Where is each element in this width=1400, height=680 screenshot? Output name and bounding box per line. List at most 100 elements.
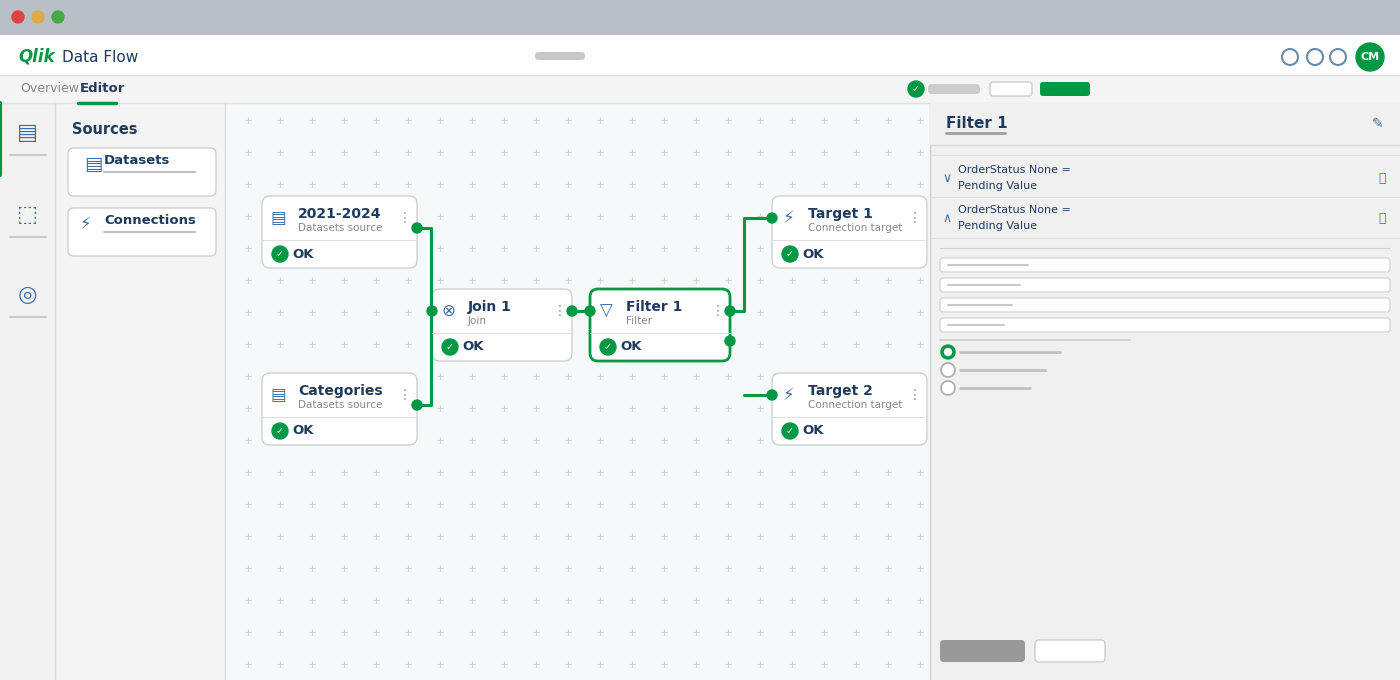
Text: ▤: ▤ (17, 123, 38, 143)
FancyBboxPatch shape (928, 84, 980, 94)
Bar (0, 0, 1400, 35)
Circle shape (783, 423, 798, 439)
Bar (930, 103, 1400, 680)
Circle shape (725, 336, 735, 346)
Circle shape (945, 348, 952, 356)
Text: Datasets source: Datasets source (298, 223, 382, 233)
Circle shape (412, 223, 421, 233)
FancyBboxPatch shape (535, 52, 585, 60)
Text: ▤: ▤ (270, 209, 286, 227)
Text: ⋮: ⋮ (909, 211, 923, 225)
Text: ✓: ✓ (911, 84, 920, 94)
Text: OrderStatus None =: OrderStatus None = (958, 165, 1071, 175)
Text: Qlik: Qlik (18, 48, 55, 66)
Text: Filter 1: Filter 1 (626, 300, 682, 314)
Circle shape (601, 339, 616, 355)
Text: OK: OK (620, 341, 641, 354)
Text: ⚡: ⚡ (80, 215, 91, 233)
Text: Connection target: Connection target (808, 400, 903, 410)
Bar (0, 35, 1400, 75)
Bar (0, 75, 1400, 103)
FancyBboxPatch shape (939, 258, 1390, 272)
Text: Target 1: Target 1 (808, 207, 872, 221)
Text: Join 1: Join 1 (468, 300, 512, 314)
Text: Join: Join (468, 316, 487, 326)
Text: Connection target: Connection target (808, 223, 903, 233)
FancyBboxPatch shape (939, 640, 1025, 662)
Text: ▤: ▤ (270, 386, 286, 404)
Text: ∧: ∧ (942, 211, 951, 224)
Circle shape (767, 390, 777, 400)
Bar (225, 103, 930, 680)
Circle shape (567, 306, 577, 316)
Text: ✓: ✓ (785, 249, 794, 259)
Circle shape (1357, 43, 1385, 71)
Text: ⚡: ⚡ (783, 209, 794, 227)
FancyBboxPatch shape (939, 278, 1390, 292)
Text: ◎: ◎ (17, 285, 36, 305)
FancyBboxPatch shape (262, 373, 417, 445)
Circle shape (272, 423, 288, 439)
Text: OK: OK (462, 341, 483, 354)
Text: ▽: ▽ (599, 302, 612, 320)
Bar (930, 103, 1400, 145)
Text: Sources: Sources (71, 122, 137, 137)
Text: ⋮: ⋮ (909, 388, 923, 402)
FancyBboxPatch shape (433, 289, 573, 361)
Text: ⊗: ⊗ (441, 302, 455, 320)
FancyBboxPatch shape (1035, 640, 1105, 662)
Text: ⋮: ⋮ (553, 304, 567, 318)
Text: Connections: Connections (104, 214, 196, 228)
Text: Filter: Filter (626, 316, 652, 326)
Text: 🗑: 🗑 (1378, 211, 1386, 224)
Text: ✎: ✎ (1372, 117, 1383, 131)
FancyBboxPatch shape (262, 196, 417, 268)
Text: Pending Value: Pending Value (958, 221, 1037, 231)
FancyBboxPatch shape (990, 82, 1032, 96)
Circle shape (941, 381, 955, 395)
Text: OK: OK (802, 424, 823, 437)
Text: ✓: ✓ (276, 249, 284, 259)
Text: ✓: ✓ (276, 426, 284, 436)
FancyBboxPatch shape (69, 148, 216, 196)
Text: OK: OK (802, 248, 823, 260)
Bar (0, 103, 55, 680)
FancyBboxPatch shape (1040, 82, 1091, 96)
Circle shape (585, 306, 595, 316)
Text: ✓: ✓ (603, 342, 612, 352)
Text: Datasets: Datasets (104, 154, 171, 167)
Circle shape (909, 81, 924, 97)
Text: ✓: ✓ (447, 342, 454, 352)
FancyBboxPatch shape (69, 208, 216, 256)
Text: ⋮: ⋮ (711, 304, 725, 318)
Text: ∨: ∨ (942, 171, 951, 184)
Circle shape (52, 11, 64, 23)
Text: CM: CM (1361, 52, 1379, 62)
FancyBboxPatch shape (771, 196, 927, 268)
Circle shape (272, 246, 288, 262)
Text: OK: OK (293, 248, 314, 260)
Circle shape (412, 400, 421, 410)
Circle shape (32, 11, 43, 23)
Text: Editor: Editor (80, 82, 126, 95)
Circle shape (941, 363, 955, 377)
Text: ⋮: ⋮ (398, 388, 412, 402)
Circle shape (767, 213, 777, 223)
Text: Pending Value: Pending Value (958, 181, 1037, 191)
Text: 🗑: 🗑 (1378, 171, 1386, 184)
Text: Overview: Overview (20, 82, 78, 95)
Circle shape (442, 339, 458, 355)
Text: Target 2: Target 2 (808, 384, 872, 398)
Circle shape (725, 306, 735, 316)
FancyBboxPatch shape (771, 373, 927, 445)
FancyBboxPatch shape (589, 289, 729, 361)
Text: OK: OK (293, 424, 314, 437)
Text: 2021-2024: 2021-2024 (298, 207, 381, 221)
Text: Data Flow: Data Flow (62, 50, 139, 65)
Circle shape (783, 246, 798, 262)
Text: OrderStatus None =: OrderStatus None = (958, 205, 1071, 215)
Text: ⋮: ⋮ (398, 211, 412, 225)
FancyBboxPatch shape (939, 318, 1390, 332)
Text: Categories: Categories (298, 384, 382, 398)
Text: ✓: ✓ (785, 426, 794, 436)
